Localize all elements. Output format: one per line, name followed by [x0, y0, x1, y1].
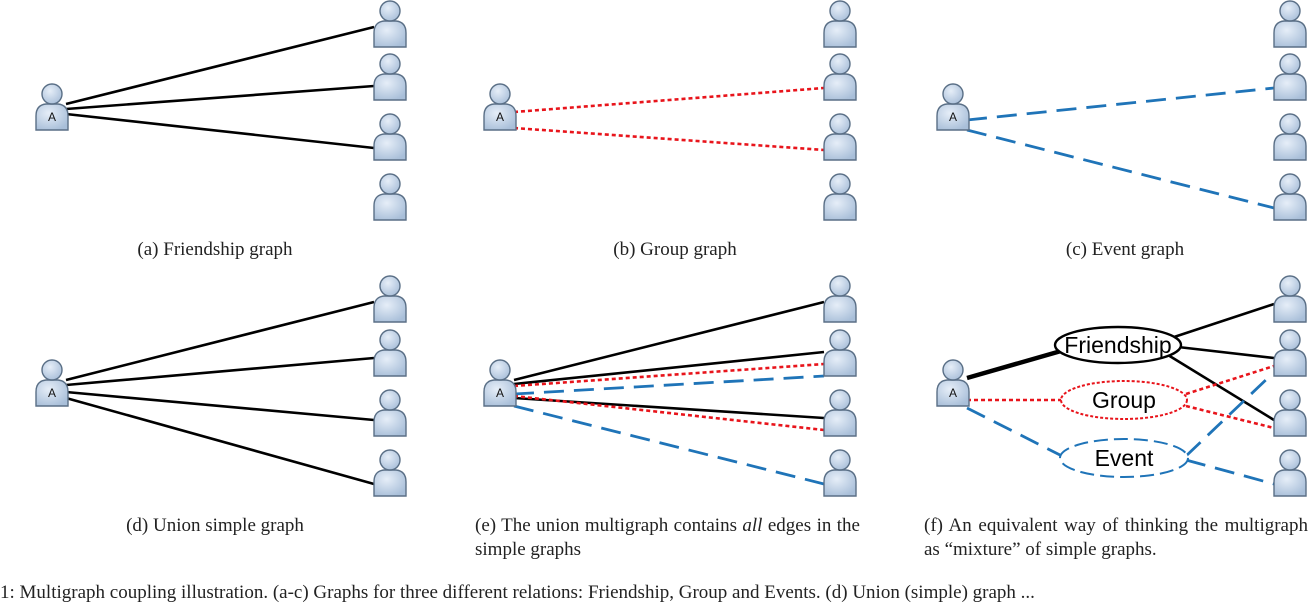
node-a-3 [373, 113, 407, 161]
friendship-bubble-ellipse [1053, 325, 1183, 365]
node-a-b: A [483, 83, 517, 131]
node-c-4 [1273, 173, 1307, 221]
edge-d-union-1 [65, 300, 375, 382]
node-f-1 [1273, 275, 1307, 323]
edge-a-friend-1 [65, 25, 375, 106]
edge-e-group-2 [513, 394, 825, 432]
edge-b-group-2 [513, 126, 825, 152]
node-a-c: A [936, 83, 970, 131]
edge-f-group-2 [1185, 404, 1275, 430]
node-a-label: A [496, 386, 504, 400]
node-d-1 [373, 275, 407, 323]
caption-group-graph: (b) Group graph [613, 239, 737, 260]
edge-d-union-4 [65, 396, 375, 486]
edge-f-event-2 [1185, 458, 1275, 486]
edge-e-event-1 [513, 374, 825, 396]
event-bubble-label: Event [1095, 445, 1154, 471]
event-bubble-ellipse [1059, 438, 1189, 478]
caption-union-simple-graph: (d) Union simple graph [126, 515, 304, 536]
node-c-1 [1273, 0, 1307, 48]
node-d-3 [373, 389, 407, 437]
edge-f-group-1 [1185, 364, 1275, 396]
caption-mixture-graph: (f) An equivalent way of thinking the mu… [924, 515, 1308, 560]
edge-e-event-2 [513, 404, 825, 486]
node-d-4 [373, 449, 407, 497]
node-e-4 [823, 449, 857, 497]
caption-event-graph: (c) Event graph [1065, 239, 1185, 260]
edge-f-friend-1 [1167, 302, 1275, 341]
node-e-2 [823, 329, 857, 377]
edge-e-friend-1 [513, 300, 825, 382]
edge-f-event-1 [1185, 374, 1271, 458]
edge-e-group-1 [513, 362, 825, 388]
caption-e-prefix: (e) The union multigraph contains [475, 515, 743, 536]
node-c-2 [1273, 53, 1307, 101]
node-d-2 [373, 329, 407, 377]
caption-union-multigraph: (e) The union multigraph contains all ed… [475, 514, 860, 562]
caption-friendship-graph: (a) Friendship graph [137, 239, 293, 260]
edge-d-union-3 [65, 390, 375, 422]
node-a-e: A [483, 359, 517, 407]
node-b-2 [823, 53, 857, 101]
friendship-bubble-label: Friendship [1064, 332, 1171, 358]
group-bubble-label: Group [1092, 387, 1156, 413]
node-e-3 [823, 389, 857, 437]
edge-f-event-in [966, 406, 1063, 458]
edge-f-friend-2 [1177, 345, 1275, 360]
caption-e-suffix: edges in the simple graphs [475, 515, 860, 560]
node-f-4 [1273, 449, 1307, 497]
edge-f-friend-3 [1167, 353, 1275, 422]
node-a-label: A [48, 110, 56, 124]
node-a-label: A [949, 386, 957, 400]
node-f-2 [1273, 329, 1307, 377]
edge-c-event-2 [966, 128, 1275, 210]
node-a-label: A [949, 110, 957, 124]
node-a-a: A [35, 83, 69, 131]
edge-d-union-2 [65, 356, 375, 387]
edge-e-friend-2 [513, 350, 825, 386]
node-a-d: A [35, 359, 69, 407]
edge-a-friend-2 [65, 84, 375, 111]
node-b-3 [823, 113, 857, 161]
node-b-4 [823, 173, 857, 221]
node-a-label: A [496, 110, 504, 124]
node-e-1 [823, 275, 857, 323]
figure-caption-fragment: 1: Multigraph coupling illustration. (a-… [0, 582, 1035, 603]
caption-e-emphasis: all [742, 515, 763, 536]
edge-b-group-1 [513, 86, 825, 114]
node-a-label: A [48, 386, 56, 400]
node-b-1 [823, 0, 857, 48]
group-bubble-ellipse [1060, 380, 1188, 420]
edge-f-friend-in [966, 346, 1069, 381]
node-a-2 [373, 53, 407, 101]
edge-a-friend-3 [65, 112, 375, 150]
node-a-f: A [936, 359, 970, 407]
node-c-3 [1273, 113, 1307, 161]
node-f-3 [1273, 389, 1307, 437]
node-a-1 [373, 0, 407, 48]
edge-e-friend-3 [513, 396, 825, 420]
node-a-4 [373, 173, 407, 221]
edge-c-event-1 [966, 86, 1275, 122]
